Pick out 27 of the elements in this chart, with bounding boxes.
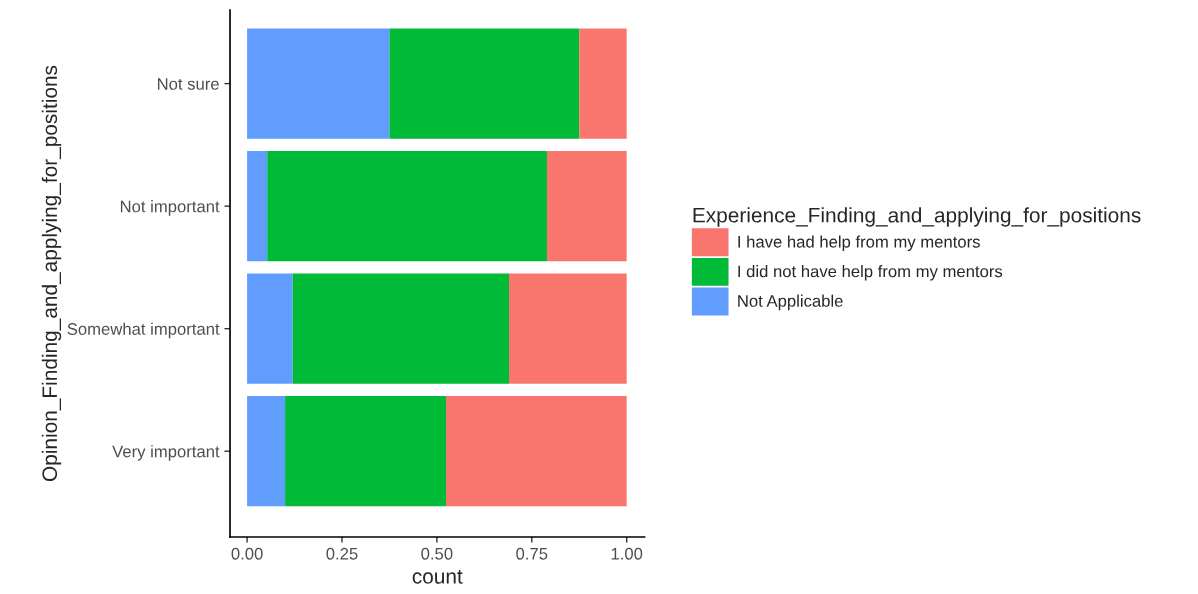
bar xyxy=(247,396,286,507)
y-axis-title: Opinion_Finding_and_applying_for_positions xyxy=(41,65,62,482)
x-tick-label: 0.50 xyxy=(421,547,453,560)
legend-label: Not Applicable xyxy=(738,294,843,311)
x-tick-label: 0.25 xyxy=(326,547,358,560)
bar xyxy=(579,28,627,139)
legend-label: I did not have help from my mentors xyxy=(738,265,1003,281)
bar xyxy=(509,273,627,384)
bar xyxy=(546,151,627,262)
x-axis-title: count xyxy=(412,570,463,584)
bar xyxy=(247,28,390,139)
y-tick-label: Somewhat important xyxy=(67,322,220,339)
legend-label: I have had help from my mentors xyxy=(738,235,980,251)
x-tick-label: 0.75 xyxy=(516,547,548,560)
y-tick-label: Not important xyxy=(120,200,220,216)
bar xyxy=(389,28,580,139)
bar xyxy=(285,396,446,507)
bar xyxy=(247,151,268,262)
legend-title: Experience_Finding_and_applying_for_positions xyxy=(693,207,1141,227)
y-tick-label: Not sure xyxy=(157,78,219,90)
x-tick-label: 1.00 xyxy=(611,547,643,560)
y-tick-label: Very important xyxy=(112,445,220,461)
x-tick-label: 0.00 xyxy=(231,547,263,560)
bar xyxy=(446,396,627,507)
bar xyxy=(267,151,547,262)
bar xyxy=(247,273,293,384)
bar xyxy=(292,273,510,384)
